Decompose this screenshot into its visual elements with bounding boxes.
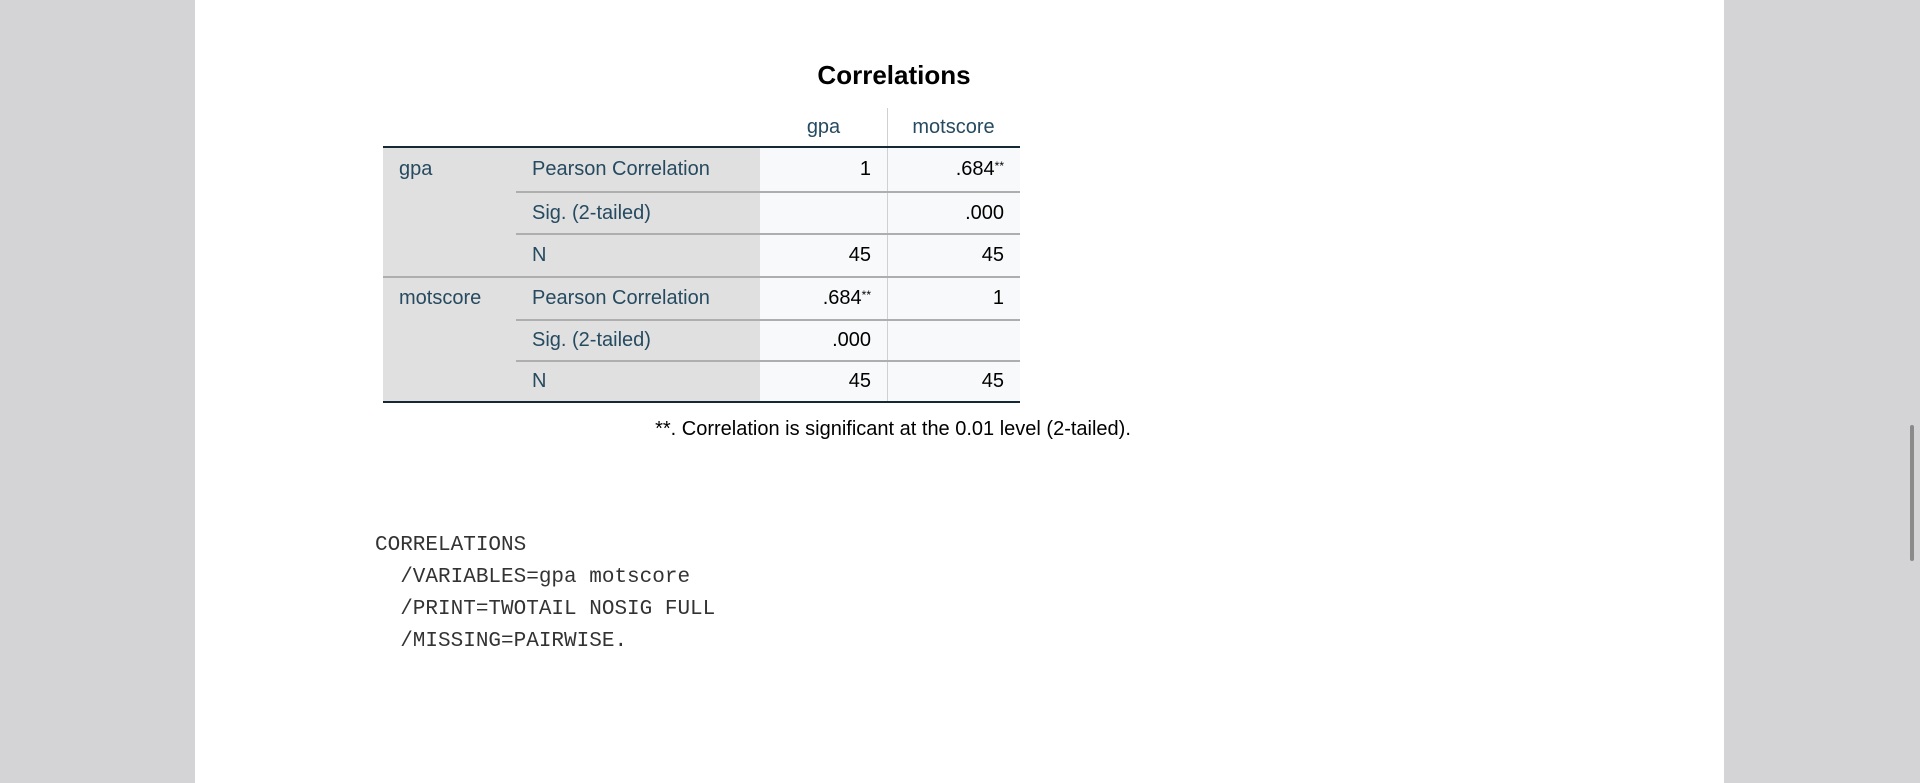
- column-header: gpa: [760, 108, 887, 147]
- value-cell: 45: [760, 361, 887, 402]
- cell-text: .684: [822, 287, 862, 309]
- column-header: motscore: [887, 108, 1020, 147]
- cell-text: N: [532, 370, 547, 392]
- row-group: gpa: [383, 147, 516, 192]
- value-cell: 45: [760, 234, 887, 277]
- cell-text: Sig. (2-tailed): [532, 201, 651, 224]
- scrollbar-thumb[interactable]: [1910, 425, 1914, 561]
- value-cell: 1: [760, 147, 887, 192]
- row-separator: [516, 360, 1020, 362]
- cell-text: 1: [992, 287, 1004, 309]
- cell-text: N: [532, 244, 547, 266]
- cell-text: 45: [981, 244, 1004, 266]
- cell-text: Pearson Correlation: [532, 158, 710, 180]
- cell-text: .684: [955, 158, 995, 180]
- value-cell: 45: [887, 361, 1020, 402]
- row-group: motscore: [383, 277, 516, 320]
- row-stat: Sig. (2-tailed): [516, 320, 760, 361]
- cell-text: motscore: [399, 287, 482, 309]
- cell-text: .000: [965, 201, 1004, 224]
- footnote-marker: **: [861, 287, 871, 302]
- header-rule: [383, 146, 1020, 148]
- row-stat: Pearson Correlation: [516, 277, 760, 320]
- cell-text: .000: [832, 329, 871, 351]
- syntax-line: CORRELATIONS: [375, 534, 527, 557]
- value-cell: 1: [887, 277, 1020, 320]
- row-separator: [516, 319, 1020, 321]
- row-stat: Pearson Correlation: [516, 147, 760, 192]
- value-cell: .684 **: [760, 277, 887, 320]
- syntax-line: /MISSING=PAIRWISE.: [375, 630, 628, 653]
- value-cell: .000: [760, 320, 887, 361]
- cell-text: 45: [848, 244, 871, 266]
- cell-text: Pearson Correlation: [532, 287, 710, 309]
- row-stat: N: [516, 234, 760, 277]
- cell-text: 45: [981, 370, 1004, 392]
- row-header-bg: [383, 147, 760, 402]
- syntax-line: /PRINT=TWOTAIL NOSIG FULL: [375, 598, 716, 621]
- cell-text: Sig. (2-tailed): [532, 329, 651, 351]
- value-cell: 45: [887, 234, 1020, 277]
- output-page: Correlations **. Correlation is signific…: [195, 0, 1724, 783]
- row-stat: N: [516, 361, 760, 402]
- data-bg: [760, 147, 1020, 402]
- cell-text: motscore: [912, 116, 995, 138]
- value-cell: .684 **: [887, 147, 1020, 192]
- header-divider: [887, 108, 888, 147]
- value-cell: .000: [887, 192, 1020, 234]
- table-title: Correlations: [817, 60, 971, 90]
- col-divider: [887, 147, 888, 402]
- cell-text: gpa: [399, 158, 433, 180]
- row-separator: [383, 276, 1020, 278]
- cell-text: 45: [848, 370, 871, 392]
- cell-text: gpa: [806, 116, 841, 138]
- footnote-marker: **: [994, 158, 1004, 173]
- bottom-rule: [383, 401, 1020, 403]
- syntax-line: /VARIABLES=gpa motscore: [375, 566, 691, 589]
- row-stat: Sig. (2-tailed): [516, 192, 760, 234]
- row-separator: [516, 233, 1020, 235]
- cell-text: 1: [859, 158, 871, 180]
- footnote: **. Correlation is significant at the 0.…: [655, 418, 1131, 440]
- row-separator: [516, 191, 1020, 193]
